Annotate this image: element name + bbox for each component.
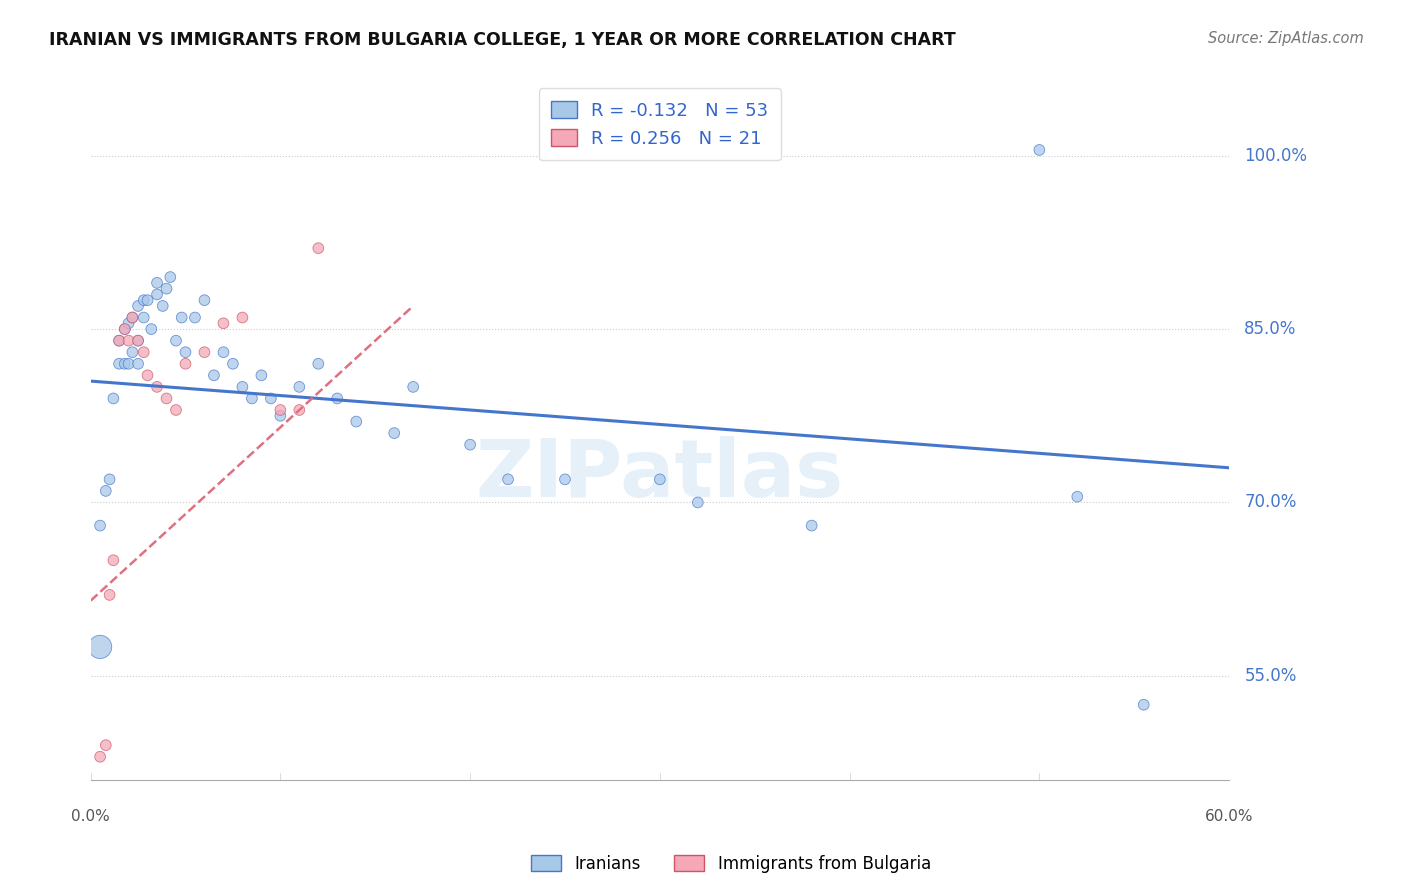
Point <box>108 334 131 348</box>
Point <box>174 345 197 359</box>
Point <box>326 392 349 406</box>
Point <box>193 345 215 359</box>
Point <box>1066 490 1088 504</box>
Point <box>127 357 149 371</box>
Text: 70.0%: 70.0% <box>1244 493 1296 511</box>
Point <box>89 640 111 654</box>
Point <box>136 368 159 383</box>
Point <box>307 241 329 255</box>
Point <box>212 316 235 330</box>
Point <box>250 368 273 383</box>
Text: 100.0%: 100.0% <box>1244 146 1308 165</box>
Point <box>152 299 174 313</box>
Point <box>307 357 329 371</box>
Text: IRANIAN VS IMMIGRANTS FROM BULGARIA COLLEGE, 1 YEAR OR MORE CORRELATION CHART: IRANIAN VS IMMIGRANTS FROM BULGARIA COLL… <box>49 31 956 49</box>
Text: 85.0%: 85.0% <box>1244 320 1296 338</box>
Point <box>127 299 149 313</box>
Point <box>231 310 253 325</box>
Point <box>184 310 207 325</box>
Point <box>114 357 136 371</box>
Point <box>686 495 709 509</box>
Point <box>94 738 117 752</box>
Point <box>458 438 481 452</box>
Point <box>89 518 111 533</box>
Point <box>165 403 187 417</box>
Point <box>1028 143 1050 157</box>
Point <box>98 588 121 602</box>
Point <box>146 380 169 394</box>
Legend: Iranians, Immigrants from Bulgaria: Iranians, Immigrants from Bulgaria <box>524 848 938 880</box>
Point <box>117 357 139 371</box>
Point <box>288 380 311 394</box>
Point <box>402 380 425 394</box>
Point <box>108 334 131 348</box>
Point <box>800 518 823 533</box>
Point <box>103 392 125 406</box>
Text: 0.0%: 0.0% <box>72 809 110 823</box>
Legend: R = -0.132   N = 53, R = 0.256   N = 21: R = -0.132 N = 53, R = 0.256 N = 21 <box>538 88 780 161</box>
Point <box>288 403 311 417</box>
Point <box>648 472 671 486</box>
Point <box>231 380 253 394</box>
Point <box>108 357 131 371</box>
Point <box>193 293 215 308</box>
Point <box>146 287 169 301</box>
Text: 60.0%: 60.0% <box>1205 809 1253 823</box>
Point <box>269 409 291 423</box>
Point <box>98 472 121 486</box>
Point <box>127 334 149 348</box>
Point <box>202 368 225 383</box>
Point <box>260 392 283 406</box>
Point <box>382 426 405 441</box>
Text: ZIPatlas: ZIPatlas <box>475 435 844 514</box>
Point <box>121 310 143 325</box>
Point <box>132 293 155 308</box>
Point <box>269 403 291 417</box>
Text: 55.0%: 55.0% <box>1244 667 1296 685</box>
Point <box>117 334 139 348</box>
Point <box>165 334 187 348</box>
Point <box>132 345 155 359</box>
Point <box>212 345 235 359</box>
Point <box>170 310 193 325</box>
Point <box>344 415 367 429</box>
Point <box>117 316 139 330</box>
Point <box>132 310 155 325</box>
Point <box>159 270 181 285</box>
Point <box>94 483 117 498</box>
Point <box>103 553 125 567</box>
Point <box>174 357 197 371</box>
Point <box>1132 698 1154 712</box>
Point <box>127 334 149 348</box>
Point <box>121 345 143 359</box>
Point <box>496 472 519 486</box>
Point <box>155 282 177 296</box>
Point <box>121 310 143 325</box>
Text: Source: ZipAtlas.com: Source: ZipAtlas.com <box>1208 31 1364 46</box>
Point <box>114 322 136 336</box>
Point <box>554 472 576 486</box>
Point <box>141 322 163 336</box>
Point <box>89 749 111 764</box>
Point <box>240 392 263 406</box>
Point <box>114 322 136 336</box>
Point <box>155 392 177 406</box>
Point <box>146 276 169 290</box>
Point <box>222 357 245 371</box>
Point <box>136 293 159 308</box>
